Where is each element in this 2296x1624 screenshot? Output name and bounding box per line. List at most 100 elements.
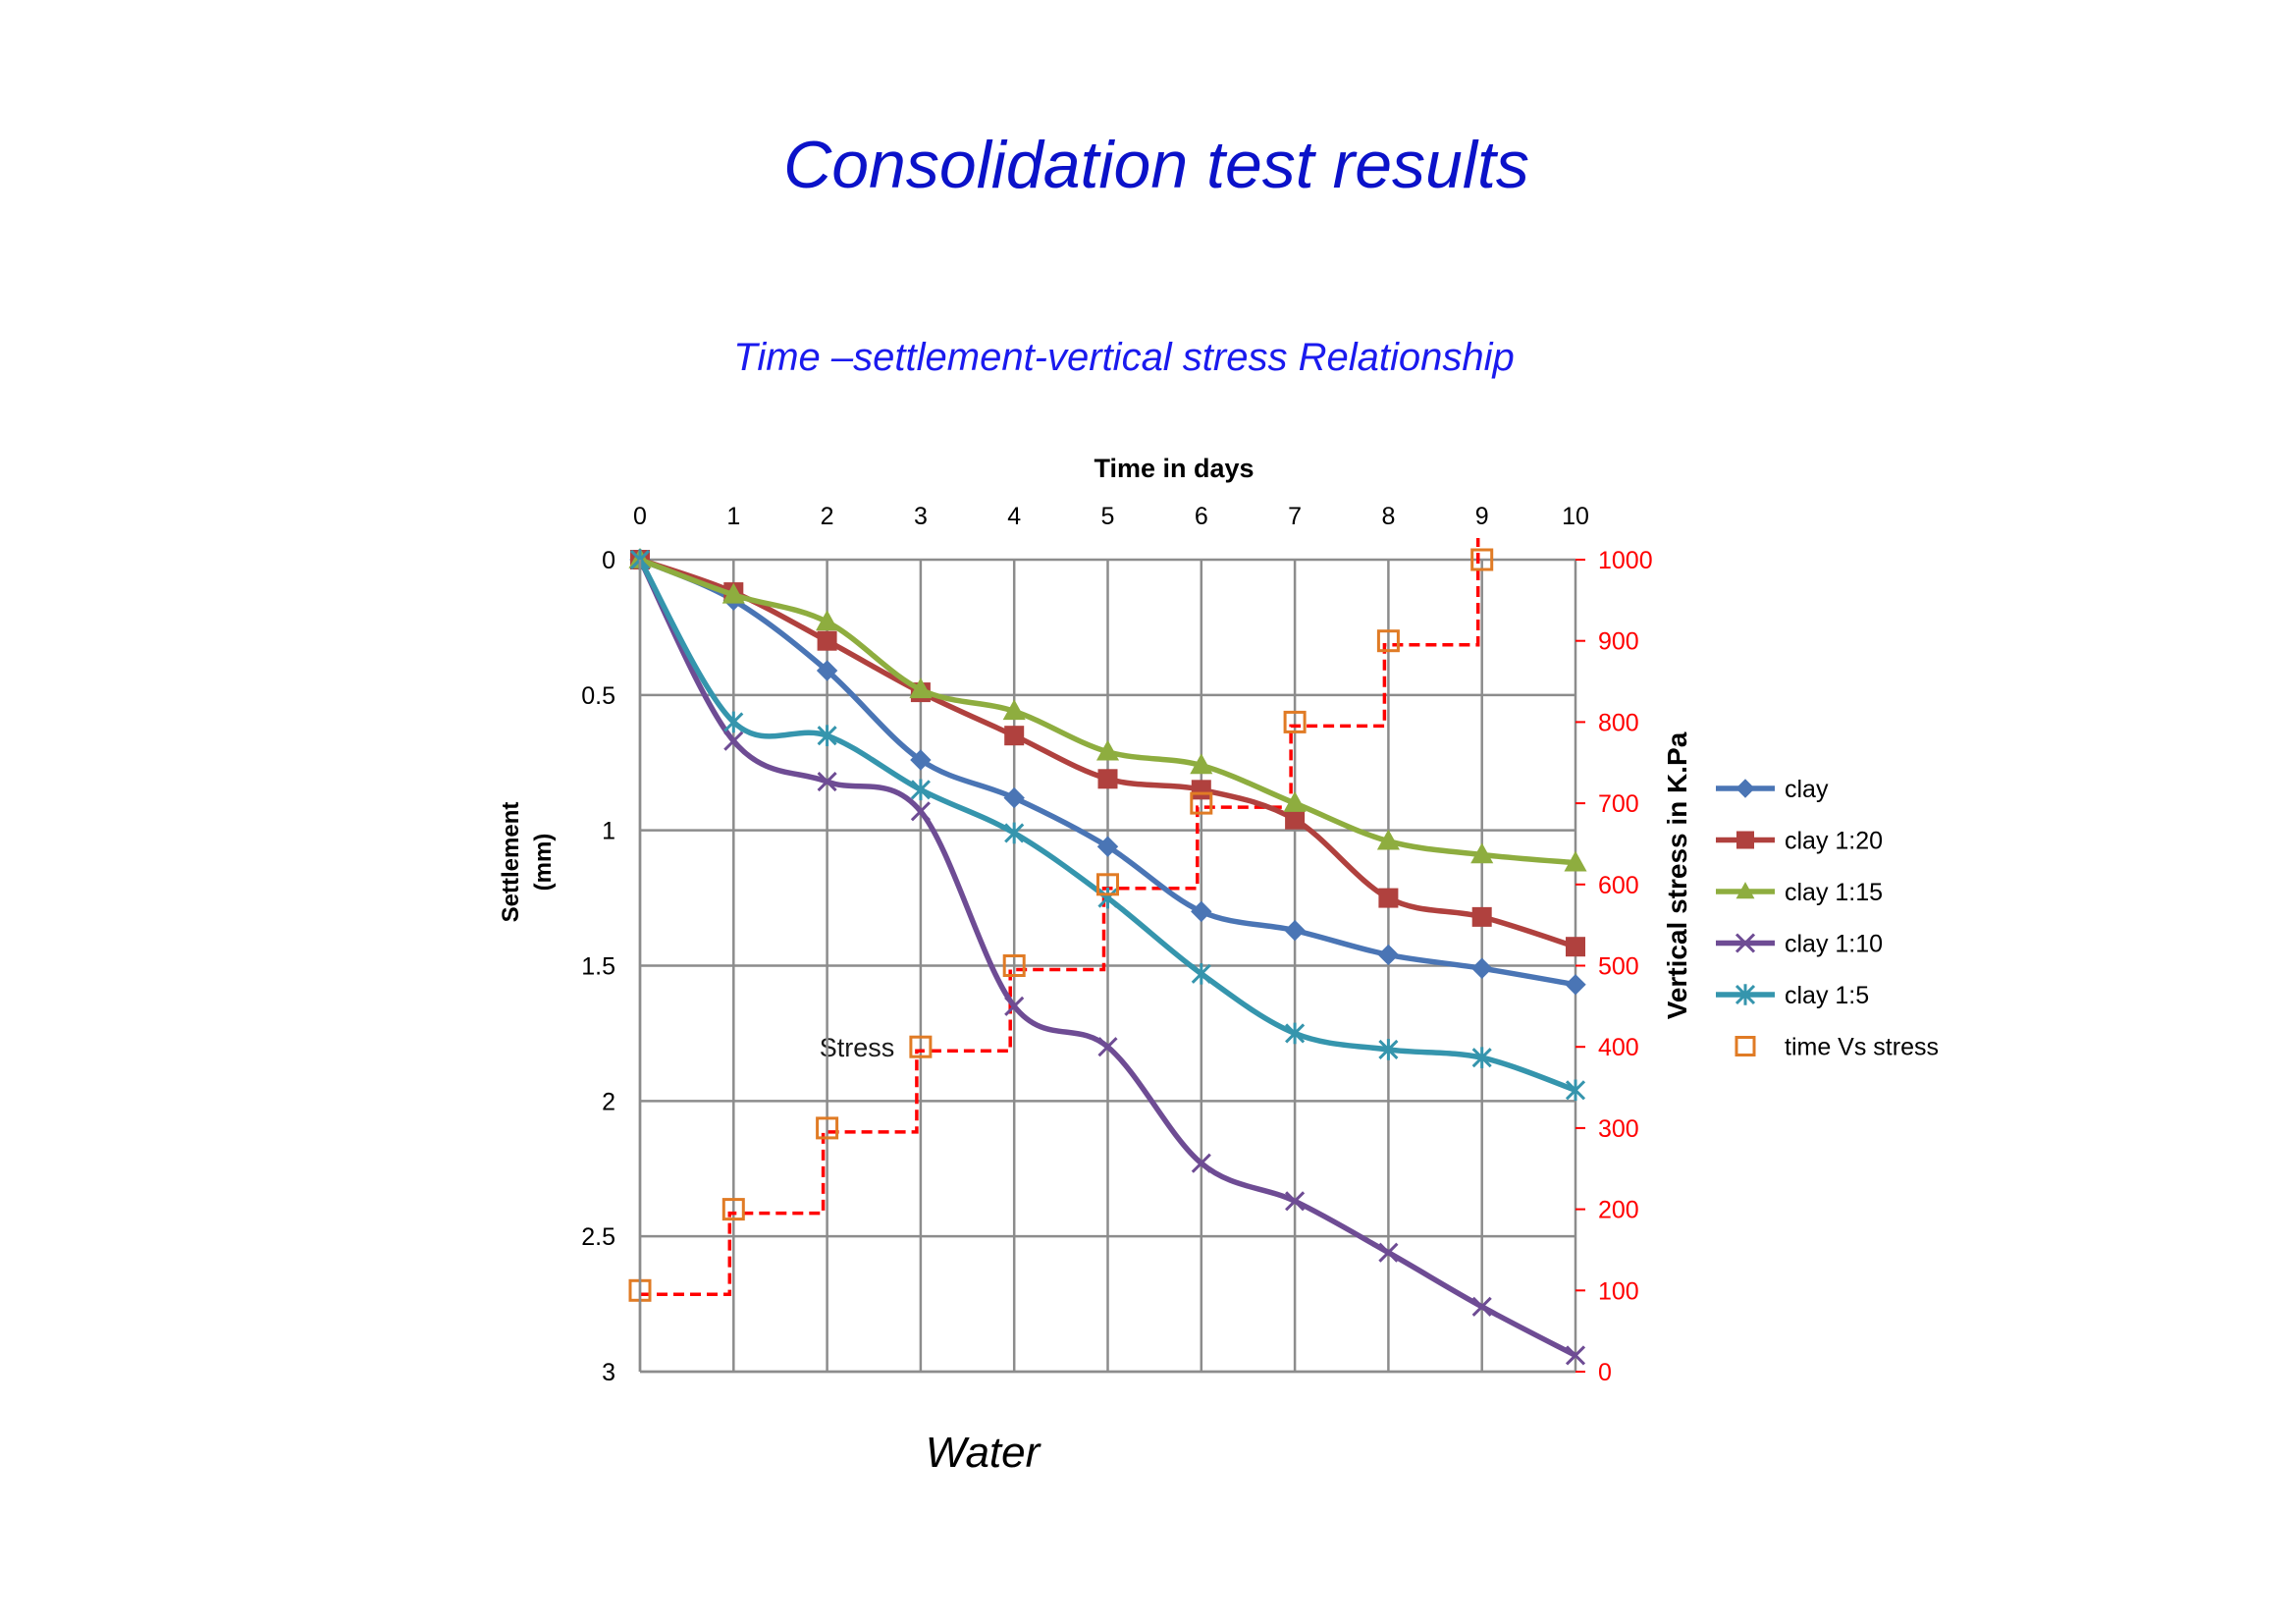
data-point — [816, 610, 839, 631]
legend-item: clay 1:10 — [1716, 931, 1883, 958]
y-tick-label: 0.5 — [581, 682, 615, 710]
x-tick-label: 3 — [914, 503, 928, 530]
y2-tick-label: 900 — [1598, 628, 1639, 656]
y2-tick-label: 300 — [1598, 1115, 1639, 1143]
stress-point — [1376, 629, 1400, 653]
chart-title: Time –settlement-vertical stress Relatio… — [733, 336, 1515, 379]
y-axis-title: Settlement (mm) — [498, 802, 557, 923]
y-tick-label: 2.5 — [581, 1223, 615, 1251]
data-point — [1097, 769, 1118, 789]
data-point — [1285, 809, 1306, 830]
data-point — [1378, 1242, 1399, 1263]
legend-item: clay — [1716, 776, 1829, 803]
data-point — [1565, 1345, 1586, 1366]
data-point — [1285, 1191, 1306, 1212]
y2-tick-label: 100 — [1598, 1277, 1639, 1305]
y2-tick-label: 800 — [1598, 709, 1639, 736]
y-tick-label: 1 — [602, 818, 615, 845]
legend-item: clay 1:5 — [1716, 982, 1869, 1009]
legend-swatch-marker — [1735, 984, 1756, 1005]
data-point — [1471, 906, 1492, 927]
data-point — [817, 630, 837, 651]
stress-point — [1096, 873, 1119, 896]
data-point — [1097, 1037, 1118, 1057]
legend-label: time Vs stress — [1785, 1034, 1939, 1061]
legend-swatch-marker — [1736, 831, 1754, 849]
stress-point — [1470, 548, 1494, 571]
stress-point — [909, 1035, 933, 1058]
data-point — [1095, 739, 1120, 761]
data-point — [1004, 996, 1025, 1016]
x-tick-label: 2 — [821, 503, 834, 530]
stress-point — [1283, 710, 1307, 733]
data-point — [1377, 944, 1400, 966]
data-point — [1097, 887, 1118, 909]
data-point — [1096, 836, 1119, 857]
data-point — [1003, 786, 1025, 809]
x-axis-title: Time in days — [1094, 454, 1254, 483]
data-point — [816, 660, 838, 681]
y2-axis-title: Vertical stress in K.Pa — [1662, 731, 1692, 1019]
legend-swatch-marker — [1735, 779, 1755, 798]
data-point — [1004, 822, 1025, 844]
data-point — [723, 731, 744, 751]
data-point — [1004, 726, 1025, 746]
legend-swatch-marker — [1735, 882, 1755, 899]
data-point — [1002, 699, 1026, 721]
y2-tick-label: 1000 — [1598, 547, 1653, 574]
y-axis-title-line: Settlement — [498, 802, 524, 923]
data-point — [1565, 1079, 1586, 1102]
x-tick-label: 1 — [726, 503, 740, 530]
data-point — [1378, 1039, 1399, 1060]
data-point — [1285, 1022, 1306, 1045]
y-tick-label: 2 — [602, 1088, 615, 1115]
series-line — [637, 558, 1577, 1358]
legend-label: clay 1:5 — [1785, 982, 1869, 1009]
data-point — [721, 582, 745, 604]
stress-annotation: Stress — [820, 1033, 895, 1062]
data-point — [910, 749, 932, 771]
data-point — [1565, 974, 1586, 996]
legend-label: clay 1:20 — [1785, 828, 1883, 855]
x-tick-label: 7 — [1288, 503, 1302, 530]
x-tick-label: 9 — [1475, 503, 1489, 530]
y-tick-label: 3 — [602, 1359, 615, 1386]
data-point — [1471, 1296, 1492, 1317]
x-tick-label: 8 — [1381, 503, 1395, 530]
footer-label: Water — [926, 1429, 1042, 1477]
legend-swatch-marker — [1735, 933, 1756, 953]
x-tick-label: 0 — [633, 503, 647, 530]
legend-swatch-marker — [1735, 1036, 1756, 1056]
stress-point — [1002, 954, 1026, 977]
y-tick-label: 1.5 — [581, 953, 615, 981]
data-point — [1470, 957, 1493, 979]
y2-tick-label: 500 — [1598, 953, 1639, 981]
data-point — [909, 677, 933, 699]
page-title: Consolidation test results — [783, 128, 1529, 202]
data-point — [1191, 1153, 1211, 1173]
legend-item: clay 1:20 — [1716, 828, 1883, 855]
y-axis-title-line: (mm) — [530, 834, 557, 892]
y2-tick-label: 200 — [1598, 1197, 1639, 1224]
stress-point — [721, 1198, 745, 1221]
data-point — [1470, 842, 1494, 864]
data-point — [1471, 1047, 1492, 1069]
y2-tick-label: 600 — [1598, 872, 1639, 899]
data-point — [1564, 850, 1587, 872]
y2-tick-label: 400 — [1598, 1034, 1639, 1061]
data-point — [1376, 829, 1400, 850]
y2-tick-label: 700 — [1598, 790, 1639, 818]
data-point — [1191, 900, 1212, 923]
data-point — [817, 771, 837, 792]
legend-label: clay 1:15 — [1785, 879, 1883, 906]
legend-label: clay — [1785, 776, 1829, 803]
data-point — [1191, 962, 1211, 985]
stress-point — [816, 1116, 839, 1140]
y-tick-label: 0 — [602, 547, 615, 574]
data-point — [1283, 791, 1307, 812]
data-point — [910, 779, 931, 801]
stress-step-line — [640, 538, 1480, 1297]
data-point — [1378, 888, 1399, 908]
data-point — [1284, 919, 1306, 942]
